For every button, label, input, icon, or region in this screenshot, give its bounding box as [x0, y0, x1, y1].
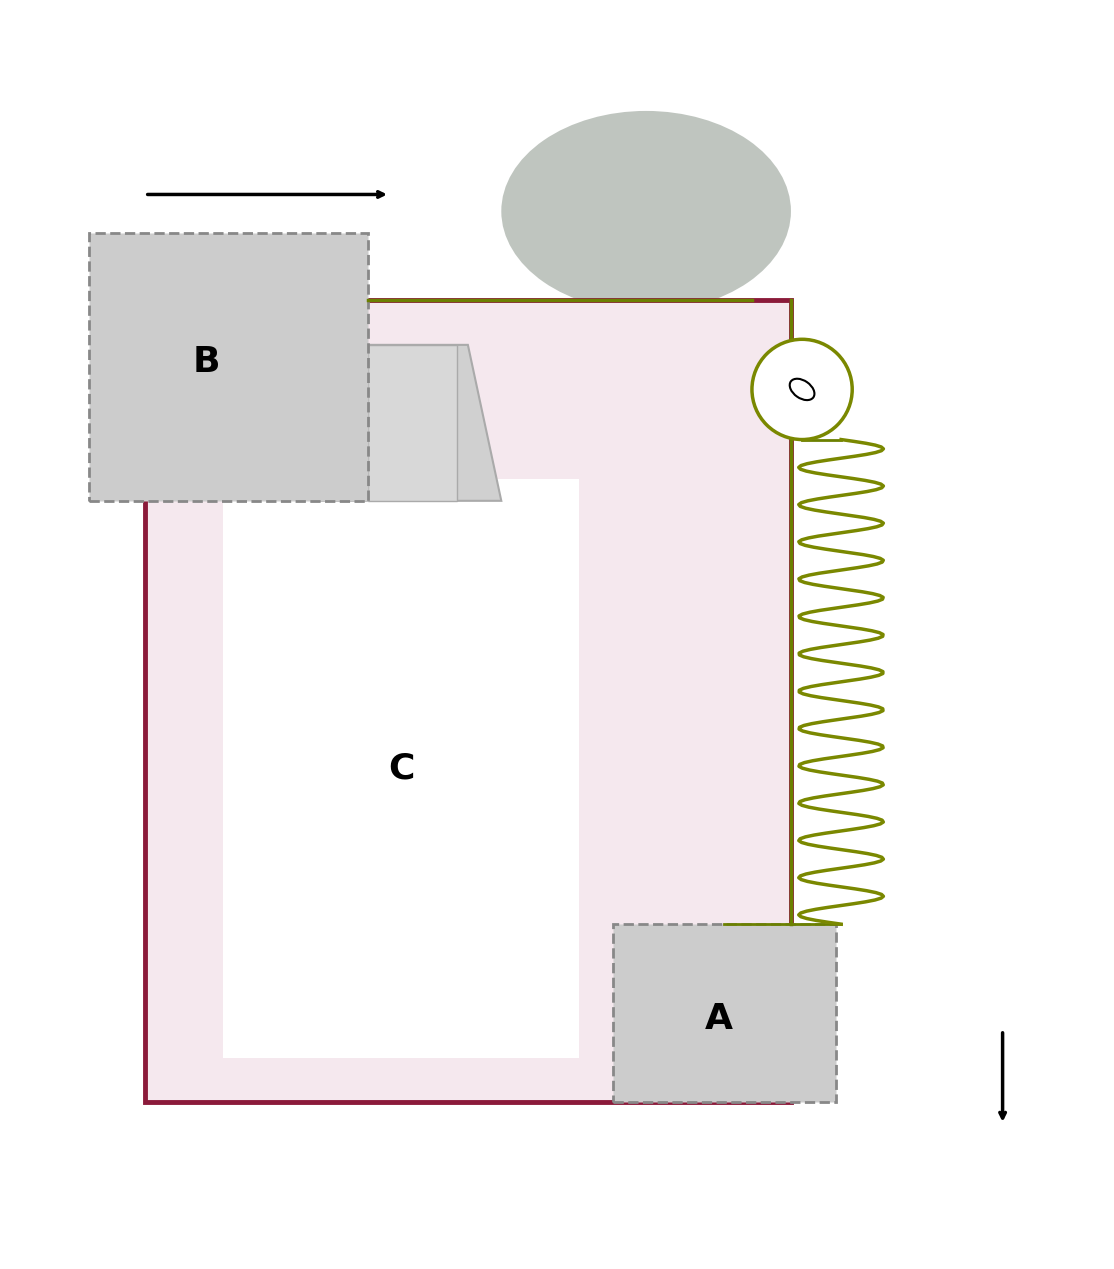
- Bar: [368, 345, 457, 501]
- Bar: [223, 478, 579, 1058]
- Ellipse shape: [790, 378, 814, 400]
- Bar: [89, 233, 368, 501]
- Polygon shape: [312, 345, 501, 501]
- Circle shape: [752, 339, 852, 439]
- Text: A: A: [704, 1001, 733, 1036]
- Text: B: B: [193, 345, 219, 378]
- Bar: [145, 301, 791, 1103]
- Bar: [613, 924, 836, 1103]
- Text: C: C: [388, 751, 414, 786]
- Ellipse shape: [501, 110, 791, 311]
